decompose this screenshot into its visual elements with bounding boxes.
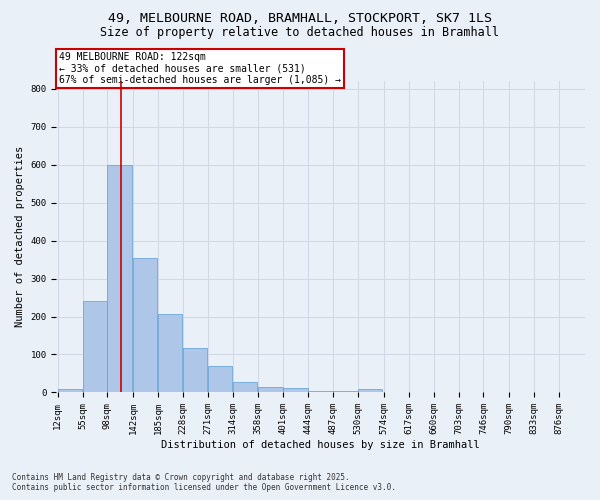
Bar (107, 164, 132, 392)
Bar (259, 387, 283, 392)
Bar (358, 390, 382, 392)
Text: Size of property relative to detached houses in Bramhall: Size of property relative to detached ho… (101, 26, 499, 39)
Bar (333, 390, 358, 392)
Text: 49, MELBOURNE ROAD, BRAMHALL, STOCKPORT, SK7 1LS: 49, MELBOURNE ROAD, BRAMHALL, STOCKPORT,… (108, 12, 492, 26)
Bar (83, 302, 107, 392)
Bar (283, 388, 308, 392)
Bar (308, 390, 332, 392)
Bar (183, 348, 207, 393)
Text: Contains HM Land Registry data © Crown copyright and database right 2025.
Contai: Contains HM Land Registry data © Crown c… (12, 473, 396, 492)
Bar (58, 390, 82, 392)
Y-axis label: Number of detached properties: Number of detached properties (15, 146, 25, 328)
Bar (133, 258, 157, 392)
Bar (233, 382, 257, 392)
Bar (208, 366, 232, 392)
X-axis label: Distribution of detached houses by size in Bramhall: Distribution of detached houses by size … (161, 440, 480, 450)
Bar (158, 314, 182, 392)
Text: 49 MELBOURNE ROAD: 122sqm
← 33% of detached houses are smaller (531)
67% of semi: 49 MELBOURNE ROAD: 122sqm ← 33% of detac… (59, 52, 341, 85)
